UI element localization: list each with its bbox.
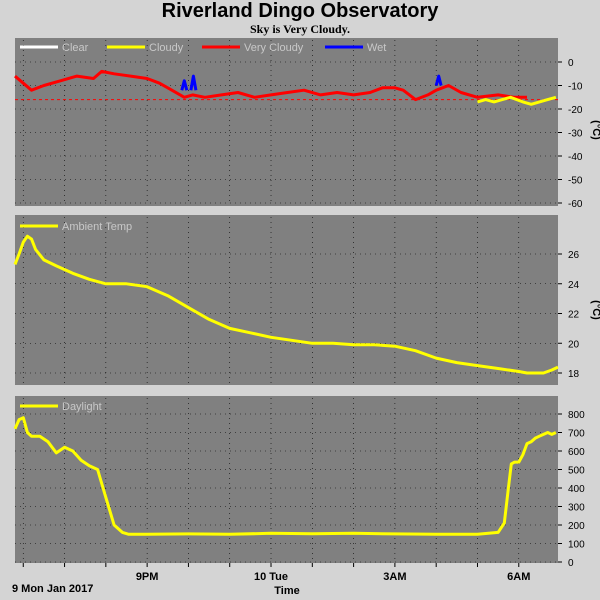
temp-series-ambient-temp-line [13,234,559,375]
x-axis-title: Time [274,585,299,597]
sky-legend-label: Wet [367,42,386,54]
day-ytick-label: 0 [568,558,574,569]
sky-y-axis-label: (°C) [590,120,600,140]
temperature-y-axis-label: (°C) [590,300,600,320]
x-axis-tick-label: 6AM [507,571,530,583]
sky-ytick-label: -50 [568,176,583,187]
sky-ytick-label: -30 [568,129,583,140]
day-ytick-label: 200 [568,521,585,532]
x-axis-tick-label: 3AM [383,571,406,583]
temp-legend-label: Ambient Temp [62,221,132,233]
daylight-panel-bg [15,396,558,563]
day-ytick-label: 400 [568,484,585,495]
day-ytick-label: 500 [568,466,585,477]
sky-legend-label: Clear [62,42,89,54]
sky-ytick-label: 0 [568,58,574,69]
sky-ytick-label: -40 [568,152,583,163]
day-legend-label: Daylight [62,401,102,413]
temp-ytick-label: 26 [568,250,580,261]
sky-series-wet-line [434,74,443,86]
sky-ytick-label: -10 [568,82,583,93]
daylight-panel: Daylight 0 100 200 300 400 500 600 700 800 [13,396,585,569]
temp-ytick-label: 18 [568,369,580,380]
day-ytick-label: 100 [568,540,585,551]
sky-series-wet-line [180,79,189,91]
temperature-panel: Ambient Temp 18 20 22 24 26 (°C) [13,215,600,385]
sky-series-wet-line [189,74,198,91]
temp-ytick-label: 22 [568,310,580,321]
sky-panel: Clear Cloudy Very Cloudy Wet 0 -10 -20 -30 -40 -… [14,38,600,210]
day-ytick-label: 800 [568,410,585,421]
temperature-panel-bg [15,215,558,385]
x-axis-tick-label: 10 Tue [254,571,288,583]
day-ytick-label: 600 [568,447,585,458]
page-title: Riverland Dingo Observatory [161,0,439,22]
page-subtitle: Sky is Very Cloudy. [249,22,351,36]
temp-ytick-label: 24 [568,280,580,291]
day-series-daylight-line [13,416,557,536]
sky-series-very-cloudy-line [14,69,527,102]
temp-ytick-label: 20 [568,339,580,350]
sky-ytick-label: -60 [568,199,583,210]
day-ytick-label: 700 [568,429,585,440]
day-ytick-label: 300 [568,503,585,514]
sky-panel-bg [15,38,558,206]
x-axis-date-label: 9 Mon Jan 2017 [12,583,93,595]
sky-legend-label: Cloudy [149,42,184,54]
x-axis: 9PM 10 Tue 3AM 6AM [22,563,530,583]
sky-legend-label: Very Cloudy [244,42,304,54]
sky-series-cloudy-line [477,95,557,106]
sky-ytick-label: -20 [568,105,583,116]
x-axis-tick-label: 9PM [136,571,159,583]
